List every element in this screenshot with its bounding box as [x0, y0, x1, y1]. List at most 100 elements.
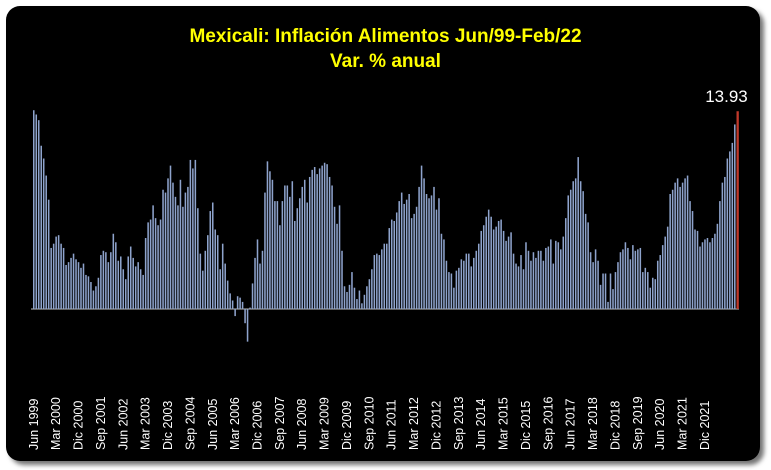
- bar: [430, 195, 433, 309]
- bar: [497, 220, 500, 309]
- bar: [699, 246, 701, 309]
- bar: [393, 220, 395, 309]
- bar: [676, 178, 679, 309]
- bar: [413, 213, 415, 309]
- bar: [221, 243, 224, 309]
- bar: [226, 280, 229, 309]
- bar: [348, 284, 351, 309]
- bar: [87, 276, 90, 309]
- bar: [515, 263, 517, 309]
- bar: [194, 159, 197, 309]
- bar: [182, 206, 184, 309]
- bar: [189, 159, 192, 309]
- bar: [50, 247, 52, 309]
- bar: [473, 257, 475, 309]
- bar: [65, 264, 67, 309]
- bar: [408, 194, 410, 309]
- bar: [686, 175, 689, 309]
- bar: [207, 235, 209, 309]
- bar: [224, 263, 226, 309]
- bar: [333, 206, 336, 309]
- bar: [134, 266, 137, 309]
- bar: [530, 260, 532, 309]
- bar: [301, 186, 304, 309]
- bar: [562, 236, 565, 309]
- x-tick-label: Mar 2018: [586, 397, 600, 450]
- x-tick-label: Dic 2006: [251, 401, 265, 450]
- bar: [435, 209, 438, 309]
- bar: [724, 176, 726, 309]
- bar: [440, 233, 443, 309]
- bar: [602, 273, 604, 309]
- bar: [139, 269, 142, 309]
- bar: [363, 294, 366, 309]
- bar: [42, 158, 45, 309]
- bar: [338, 205, 341, 309]
- bar: [592, 262, 594, 309]
- bar: [264, 192, 266, 309]
- bar: [420, 165, 423, 309]
- bar: [714, 233, 716, 309]
- bar: [110, 252, 112, 309]
- bar: [390, 219, 393, 309]
- bar: [545, 247, 547, 309]
- bar: [477, 243, 480, 309]
- bar: [582, 191, 584, 309]
- bar: [689, 201, 691, 309]
- bar: [555, 240, 557, 309]
- bar: [505, 240, 507, 309]
- bar-last: [736, 111, 739, 309]
- bar: [383, 243, 386, 309]
- bar: [137, 262, 139, 309]
- bar: [428, 198, 430, 309]
- bar: [289, 196, 291, 309]
- bar: [480, 230, 482, 309]
- x-tick-label: Mar 2003: [139, 397, 153, 450]
- bar: [405, 199, 408, 309]
- bar: [368, 279, 371, 309]
- bar: [244, 309, 246, 324]
- bar: [192, 168, 194, 309]
- bar: [266, 161, 269, 309]
- bar: [199, 253, 202, 309]
- bar: [105, 252, 107, 309]
- bar: [286, 185, 289, 309]
- bar: [202, 270, 204, 309]
- x-tick-label: Sep 2001: [94, 396, 108, 450]
- bar: [35, 114, 38, 310]
- bar: [60, 243, 62, 309]
- bar: [122, 269, 125, 309]
- bar: [537, 250, 540, 309]
- bar: [465, 253, 468, 309]
- bar: [569, 189, 572, 309]
- bar: [423, 178, 425, 309]
- bar: [142, 274, 144, 309]
- x-tick-label: Mar 2000: [49, 397, 63, 450]
- bar: [211, 202, 214, 309]
- bar: [271, 179, 274, 309]
- bar: [624, 242, 627, 309]
- bar: [261, 250, 264, 309]
- chart-frame: [6, 6, 760, 461]
- bar: [729, 151, 731, 309]
- bar: [276, 201, 279, 309]
- bar: [550, 239, 552, 309]
- bar: [296, 208, 299, 309]
- bar: [649, 287, 652, 309]
- bar: [709, 242, 711, 309]
- bar: [425, 194, 428, 309]
- bar: [187, 186, 189, 309]
- bar: [204, 250, 207, 309]
- x-tick-label: Jun 1999: [27, 399, 41, 450]
- bar: [674, 182, 676, 309]
- x-tick-label: Dic 2009: [340, 401, 354, 450]
- bar: [403, 203, 405, 309]
- x-tick-label: Dic 2018: [609, 401, 623, 450]
- bar: [353, 287, 356, 309]
- bar: [246, 309, 249, 342]
- bar: [525, 242, 527, 309]
- bar: [239, 297, 241, 309]
- x-tick-label: Jun 2005: [206, 399, 220, 450]
- x-tick-label: Sep 2004: [183, 396, 197, 450]
- x-tick-label: Dic 2000: [72, 401, 86, 450]
